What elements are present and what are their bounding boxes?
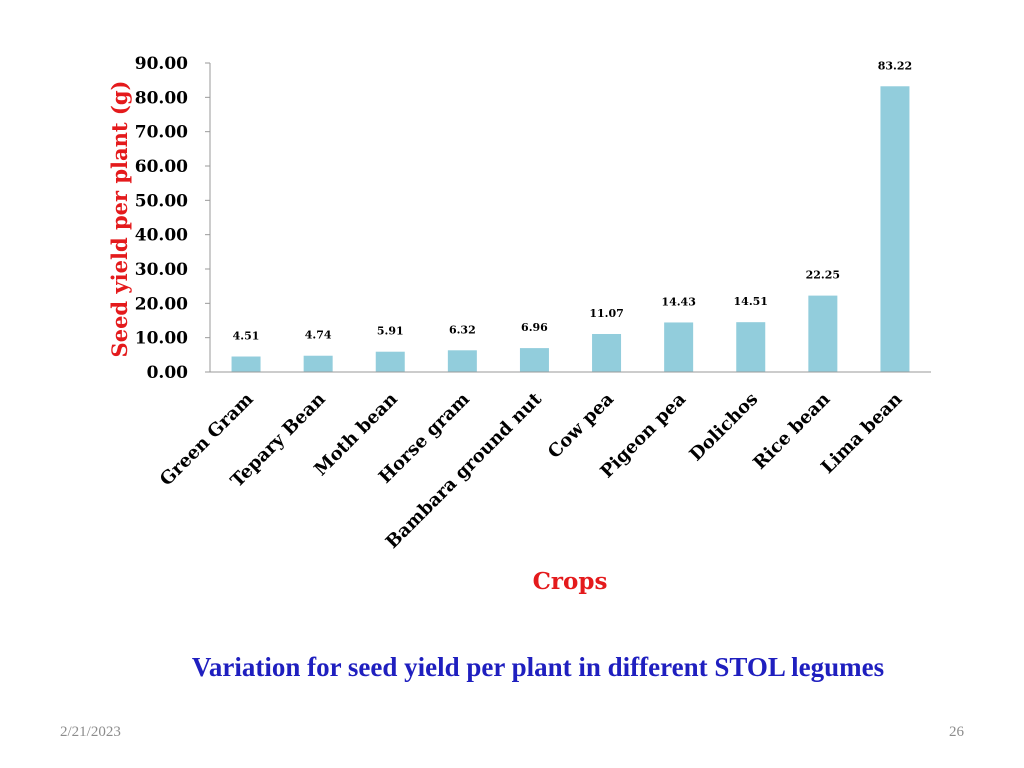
bar	[375, 351, 405, 372]
slide-caption: Variation for seed yield per plant in di…	[191, 652, 885, 682]
bar-value-label: 14.43	[661, 295, 695, 308]
y-tick-label: 50.00	[135, 191, 188, 211]
bar-value-label: 4.74	[305, 329, 332, 342]
bar	[880, 86, 910, 372]
y-tick-label: 60.00	[135, 157, 188, 177]
bar-value-label: 5.91	[377, 325, 404, 338]
y-tick-label: 20.00	[135, 294, 188, 314]
bar-value-label: 22.25	[806, 269, 840, 282]
bar-value-label: 83.22	[878, 59, 912, 72]
bar	[736, 322, 766, 372]
x-category-label: Cow pea	[544, 388, 618, 462]
x-axis-title: Crops	[533, 568, 608, 595]
bar	[519, 348, 549, 372]
bar-value-label: 14.51	[734, 295, 768, 308]
slide-page-number: 26	[949, 724, 964, 740]
bar	[303, 355, 333, 372]
bar-value-label: 11.07	[589, 307, 623, 320]
bar	[808, 295, 838, 372]
bar	[231, 356, 261, 372]
bars	[231, 86, 910, 372]
bar-value-label: 4.51	[233, 330, 260, 343]
y-tick-label: 70.00	[135, 123, 188, 143]
y-tick-label: 0.00	[147, 363, 189, 383]
y-tick-label: 30.00	[135, 260, 188, 280]
y-axis-title: Seed yield per plant (g)	[107, 81, 132, 358]
slide-date: 2/21/2023	[60, 724, 121, 740]
bar	[664, 322, 694, 372]
y-axis-ticks: 0.00 10.00 20.00 30.00 40.00 50.00 60.00 70.00 8…	[135, 54, 210, 383]
y-tick-label: 90.00	[135, 54, 188, 74]
bar	[447, 350, 477, 372]
bar-value-label: 6.96	[521, 321, 548, 334]
y-tick-label: 40.00	[135, 226, 188, 246]
x-category-label: Dolichos	[686, 389, 763, 466]
y-tick-label: 80.00	[135, 88, 188, 108]
bar	[592, 333, 622, 372]
y-tick-label: 10.00	[135, 329, 188, 349]
value-labels: 4.51 4.74 5.91 6.32 6.96 11.07 14.43 14.51 22.25…	[233, 59, 913, 342]
bar-value-label: 6.32	[449, 323, 476, 336]
